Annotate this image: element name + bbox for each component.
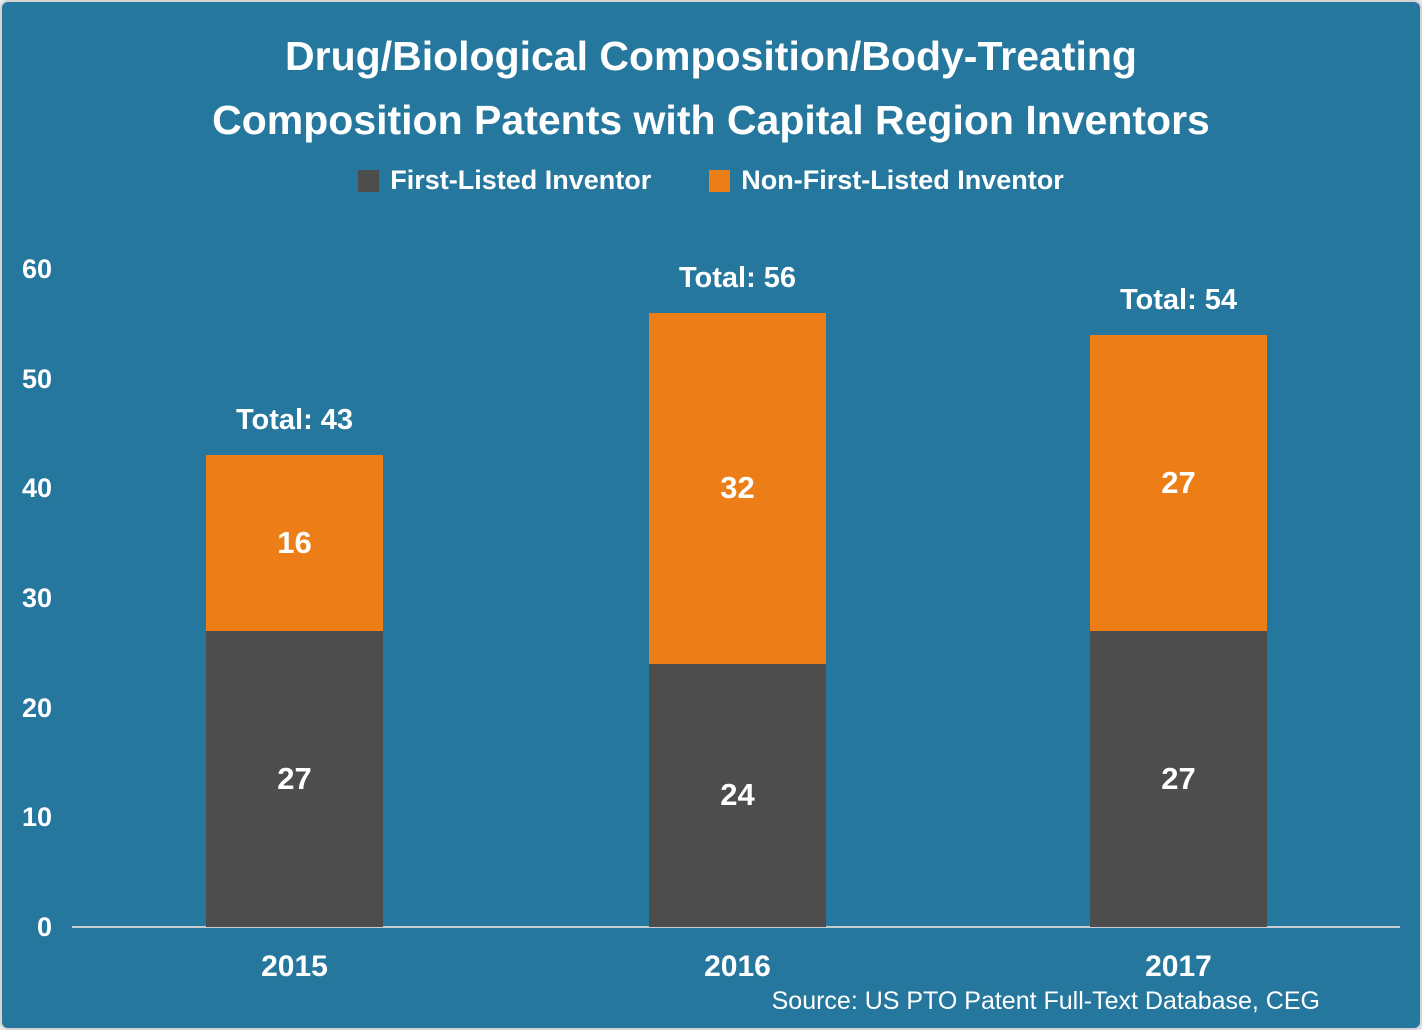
y-axis-tick-label: 50 bbox=[21, 363, 52, 394]
bar-segment-value-label: 32 bbox=[720, 470, 755, 506]
y-axis-tick-label: 30 bbox=[21, 583, 52, 613]
bar-segment-2016-first-listed bbox=[649, 663, 826, 927]
bar-segment-2017-first-listed bbox=[1090, 630, 1267, 927]
y-axis-tick-label: 10 bbox=[21, 802, 52, 833]
bar-segment-value-label: 27 bbox=[1161, 464, 1196, 500]
y-axis-tick-label: 0 bbox=[36, 912, 52, 942]
bar-total-label: Total: 43 bbox=[235, 404, 354, 437]
source-note: Source: US PTO Patent Full-Text Database… bbox=[771, 987, 1320, 1015]
bar-segment-2015-non-first-listed bbox=[206, 455, 383, 631]
y-axis-tick-label: 60 bbox=[21, 254, 52, 284]
bar-segment-2015-first-listed bbox=[206, 630, 383, 927]
first-listed-swatch-icon bbox=[358, 169, 380, 192]
chart-title-line-1: Drug/Biological Composition/Body-Treatin… bbox=[285, 33, 1137, 79]
bar-total-label: Total: 56 bbox=[678, 261, 797, 294]
y-axis-tick-label: 40 bbox=[21, 473, 52, 504]
bar-segment-2016-non-first-listed bbox=[649, 312, 826, 664]
x-axis-line bbox=[72, 926, 1400, 928]
bar-segment-value-label: 27 bbox=[1161, 760, 1196, 796]
x-axis-category-label: 2015 bbox=[261, 950, 328, 983]
bar-segment-value-label: 27 bbox=[277, 760, 312, 796]
x-axis-category-label: 2017 bbox=[1145, 950, 1212, 983]
legend: First-Listed Inventor Non-First-Listed I… bbox=[2, 165, 1420, 196]
bar-segment-value-label: 16 bbox=[277, 525, 312, 561]
legend-label-first-listed: First-Listed Inventor bbox=[390, 165, 652, 195]
legend-label-non-first-listed: Non-First-Listed Inventor bbox=[741, 165, 1064, 195]
legend-item-non-first-listed: Non-First-Listed Inventor bbox=[709, 165, 1064, 196]
x-axis-category-label: 2016 bbox=[704, 950, 771, 983]
bar-total-label: Total: 54 bbox=[1119, 283, 1238, 316]
bar-segment-value-label: 24 bbox=[720, 777, 755, 813]
non-first-listed-swatch-icon bbox=[709, 169, 731, 192]
bar-segment-2017-non-first-listed bbox=[1090, 334, 1267, 631]
legend-item-first-listed: First-Listed Inventor bbox=[358, 165, 651, 196]
y-axis-tick-label: 20 bbox=[21, 692, 52, 723]
chart-title-line-2: Composition Patents with Capital Region … bbox=[212, 97, 1210, 143]
chart-title: Drug/Biological Composition/Body-Treatin… bbox=[2, 24, 1420, 152]
